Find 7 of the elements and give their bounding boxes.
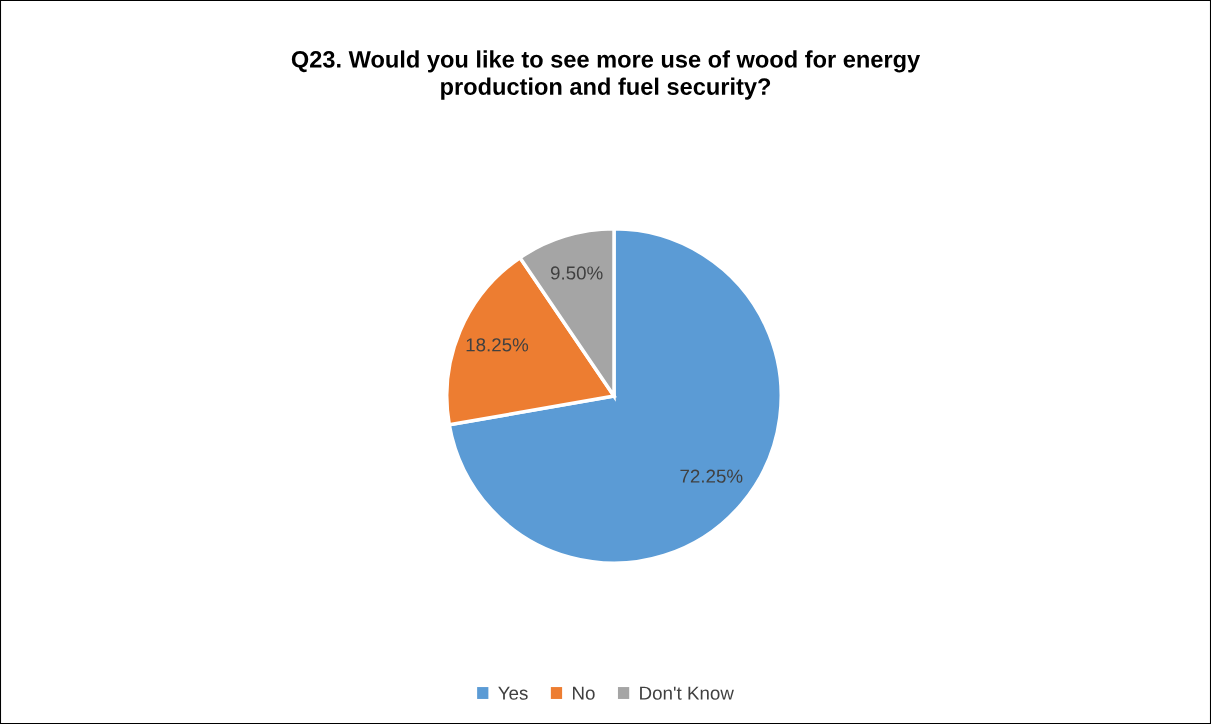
legend-label: No (573, 686, 595, 700)
legend-label: Yes (498, 686, 528, 700)
data-label: 9.50% (550, 266, 603, 280)
chart-title: Q23. Would you like to see more use of wood for energy production and fuel security? (291, 50, 921, 100)
legend-label: Don't Know (640, 686, 734, 700)
data-label: 18.25% (466, 338, 529, 352)
data-label: 72.25% (680, 469, 743, 483)
